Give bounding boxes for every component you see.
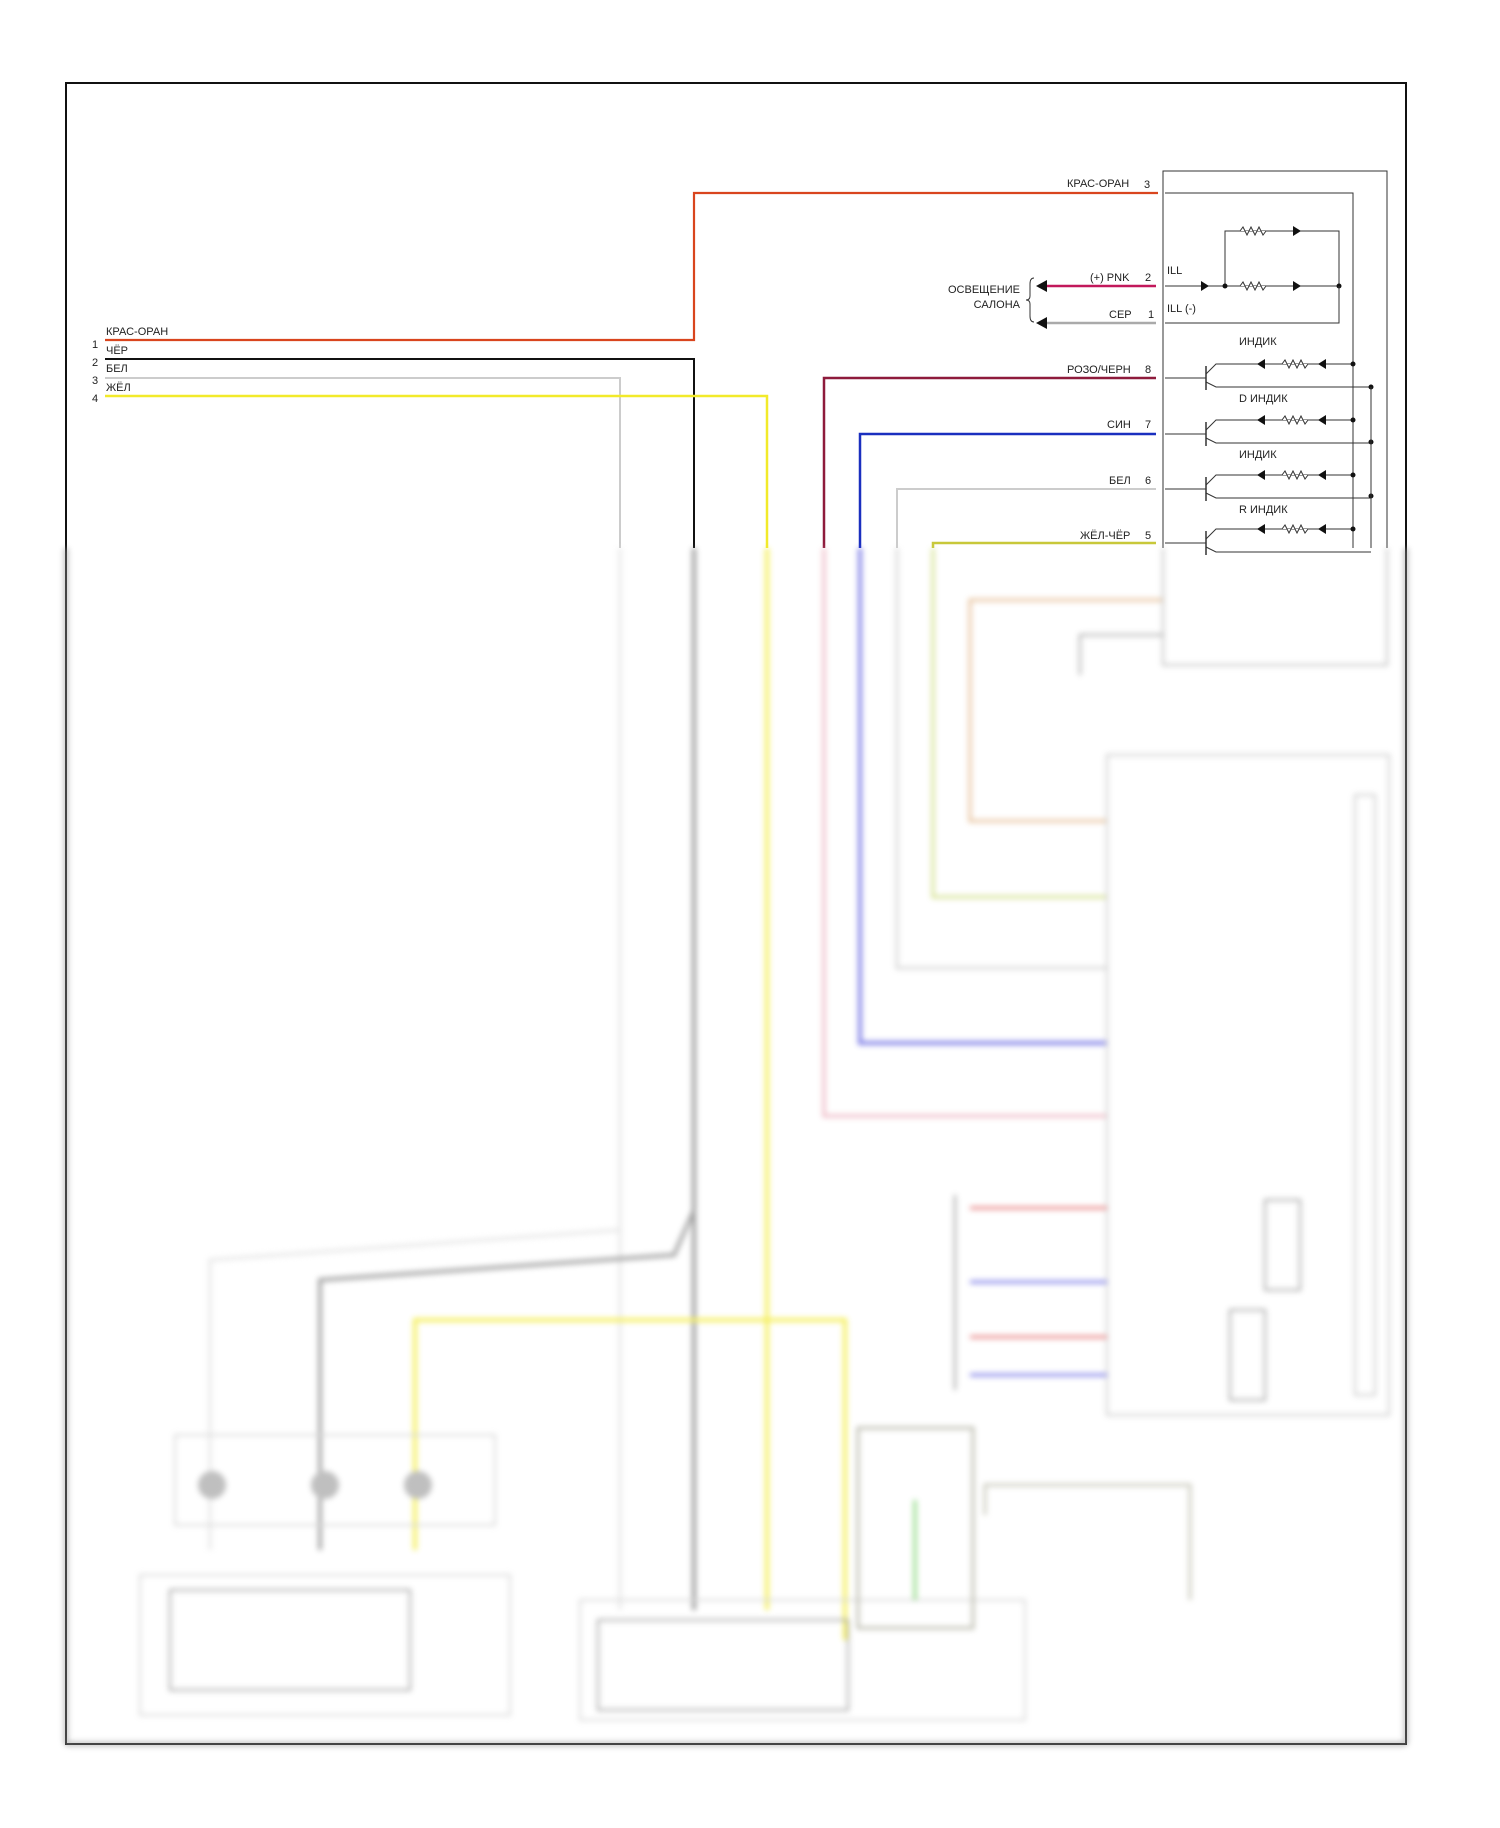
lower-diagram-blurred	[64, 548, 1408, 1746]
pin-number: 3	[1144, 179, 1150, 191]
resistor-icon	[1281, 358, 1309, 370]
terminal-label: ILL	[1167, 265, 1182, 277]
led-icon	[1293, 281, 1301, 291]
indicator-label: ИНДИК	[1239, 336, 1277, 348]
pin-number: 3	[92, 375, 98, 387]
transistor-collector	[1205, 363, 1353, 375]
pin-number: 4	[92, 393, 98, 405]
wire-label: ЧЁР	[106, 345, 128, 357]
pin-number: 2	[1145, 272, 1151, 284]
diode-icon	[1318, 524, 1326, 534]
led-icon	[1293, 226, 1301, 236]
wire-zhel	[105, 394, 769, 548]
wire-label: БЕЛ	[106, 363, 128, 375]
pin-wire-label: БЕЛ	[1109, 475, 1131, 487]
pin-wire-label: ЖЁЛ-ЧЁР	[1080, 530, 1130, 542]
pin-number: 7	[1145, 419, 1151, 431]
led-icon	[1257, 470, 1265, 480]
pin-number: 1	[1148, 309, 1154, 321]
led-icon	[1257, 524, 1265, 534]
led-icon	[1257, 359, 1265, 369]
switch-unit: КРАС-ОРАН 3 (+) PNK 2 ILL СЕР 1 ILL (-) …	[822, 170, 1388, 555]
resistor-icon	[1281, 523, 1309, 535]
interior-lighting-label: ОСВЕЩЕНИЕ	[948, 284, 1020, 296]
indicator-label: ИНДИК	[1239, 449, 1277, 461]
pin-number: 1	[92, 339, 98, 351]
transistor-collector	[1205, 419, 1353, 431]
resistor-icon	[1281, 469, 1309, 481]
wire-sin	[858, 432, 1156, 548]
wire-label: ЖЁЛ	[106, 382, 131, 394]
wire-zhel-cher	[931, 541, 1156, 548]
junction-dot	[1350, 417, 1356, 423]
wire-cher	[105, 358, 695, 548]
transistor-emitter	[1205, 546, 1371, 553]
left-connector: 1 КРАС-ОРАН 2 ЧЁР 3 БЕЛ 4 ЖЁЛ	[92, 191, 1158, 548]
junction-dot	[1350, 472, 1356, 478]
pin-wire-label: КРАС-ОРАН	[1067, 178, 1129, 190]
wire-bel-6	[896, 488, 1156, 548]
wire-kras-oran	[105, 191, 1158, 342]
diode-icon	[1201, 281, 1209, 291]
resistor-icon	[1239, 225, 1267, 237]
junction-dot	[1350, 526, 1356, 532]
pin-wire-label: СЕР	[1109, 309, 1132, 321]
diagram-frame	[65, 82, 1407, 1745]
pin-number: 6	[1145, 475, 1151, 487]
arrow-icon	[1036, 280, 1047, 292]
transistor-emitter	[1205, 381, 1371, 388]
pin-wire-label: РОЗО/ЧЕРН	[1067, 364, 1131, 376]
pin-wire-label: (+) PNK	[1090, 272, 1130, 284]
pin-number: 5	[1145, 530, 1151, 542]
pin-number: 8	[1145, 364, 1151, 376]
resistor-icon	[1281, 414, 1309, 426]
diode-icon	[1318, 359, 1326, 369]
indicator-label: R ИНДИК	[1239, 504, 1288, 516]
arrow-icon	[1036, 317, 1047, 329]
junction-dot	[1350, 361, 1356, 367]
transistor-emitter	[1205, 437, 1371, 444]
led-icon	[1257, 415, 1265, 425]
transistor-collector	[1205, 528, 1353, 540]
interior-lighting-label: САЛОНА	[974, 299, 1021, 311]
terminal-label: ILL (-)	[1167, 303, 1196, 315]
resistor-icon	[1239, 280, 1267, 292]
wire-label: КРАС-ОРАН	[106, 326, 168, 338]
wire-rozo-chern	[822, 376, 1156, 548]
transistor-collector	[1205, 474, 1353, 486]
diode-icon	[1318, 415, 1326, 425]
indicator-label: D ИНДИК	[1239, 393, 1288, 405]
transistor-emitter	[1205, 492, 1371, 499]
pin-number: 2	[92, 357, 98, 369]
diode-icon	[1318, 470, 1326, 480]
pin-wire-label: СИН	[1107, 419, 1131, 431]
wire-bel	[105, 377, 621, 548]
